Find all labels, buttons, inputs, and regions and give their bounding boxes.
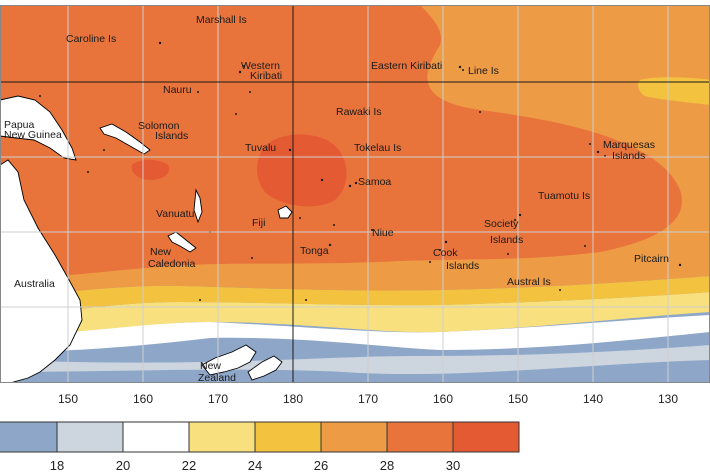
label-cook-line2: Islands [446,260,479,272]
lon-tick: 140 [583,392,603,406]
label-solomon-line2: Islands [155,130,188,142]
band-20-22 [0,315,710,352]
temperature-legend: 18 20 22 24 26 28 30 [0,421,520,473]
label-papua-line1: Papua [4,119,35,131]
label-tuamotu: Tuamotu Is [538,190,590,202]
label-solomon-line1: Solomon [138,120,180,132]
label-marshall-is: Marshall Is [196,14,247,26]
label-new-caledonia-line1: New [150,246,171,258]
lon-tick: 160 [133,392,153,406]
band-18-20 [0,345,710,375]
label-society-line2: Islands [490,234,523,246]
legend-swatch [452,421,520,453]
label-fiji: Fiji [252,217,265,229]
legend-label: 18 [50,458,64,473]
label-marquesas-line1: Marquesas [603,139,655,151]
label-marquesas-line2: Islands [612,150,645,162]
band-26-cool-east [637,77,710,105]
legend-label: 24 [248,458,262,473]
longitude-axis: 150 160 170 180 170 160 150 140 130 [58,392,678,406]
label-tokelau: Tokelau Is [354,142,401,154]
legend-swatch [188,421,256,453]
label-line-is: Line Is [468,65,499,77]
label-western-kiribati-line2: Kiribati [250,70,282,82]
label-society-line1: Society [484,218,519,230]
legend-swatch [386,421,454,453]
label-rawaki-is: Rawaki Is [336,106,382,118]
graticule [0,5,710,383]
legend-label: 28 [380,458,394,473]
legend-label: 22 [182,458,196,473]
fiji-land [277,205,293,219]
label-pitcairn: Pitcairn [634,253,669,265]
legend-swatch [56,421,124,453]
band-28-30 [0,5,682,282]
lon-tick: 150 [508,392,528,406]
label-new-zealand-line2: Zealand [198,372,236,384]
label-eastern-kiribati: Eastern Kiribati [371,60,442,72]
label-new-caledonia-line2: Caledonia [148,258,195,270]
label-nauru: Nauru [163,84,192,96]
band-above-30-solomon [131,159,170,180]
island-dots [39,41,682,301]
label-austral-is: Austral Is [507,276,551,288]
band-24-26 [0,276,710,318]
place-labels: Marshall Is Caroline Is Western Kiribati… [4,14,669,384]
lon-tick: 170 [208,392,228,406]
lon-tick: 130 [658,392,678,406]
legend-label: 26 [314,458,328,473]
label-tonga: Tonga [300,245,329,257]
label-papua-line2: New Guinea [4,129,62,141]
new-zealand-south-land [247,355,283,381]
label-western-kiribati-line1: Western [241,60,280,72]
legend-labels: 18 20 22 24 26 28 30 [50,458,460,473]
lon-tick: 170 [358,392,378,406]
label-vanuatu: Vanuatu [156,208,194,220]
label-samoa: Samoa [358,176,391,188]
australia-land [0,159,83,383]
label-caroline-is: Caroline Is [66,33,116,45]
label-cook-line1: Cook [433,247,458,259]
band-22-24 [0,292,710,336]
label-new-zealand-line1: New [200,360,221,372]
legend-label: 20 [116,458,130,473]
legend-swatch [254,421,322,453]
lon-tick: 150 [58,392,78,406]
new-caledonia-land [167,231,197,253]
new-zealand-north-land [201,344,257,376]
legend-swatch [0,421,58,453]
lon-tick: 180 [283,392,303,406]
new-guinea-land [0,95,77,161]
band-above-30-tuvalu [257,134,347,207]
lon-tick: 160 [433,392,453,406]
solomon-islands-land [99,123,151,155]
map-frame [0,5,710,383]
legend-label: 30 [446,458,460,473]
date-line-and-equator [0,5,710,383]
legend-swatches [0,421,520,453]
label-niue: Niue [372,227,394,239]
label-australia: Australia [14,278,55,290]
vanuatu-land [193,188,203,224]
legend-swatch [320,421,388,453]
legend-swatch [122,421,190,453]
label-tuvalu: Tuvalu [245,142,276,154]
